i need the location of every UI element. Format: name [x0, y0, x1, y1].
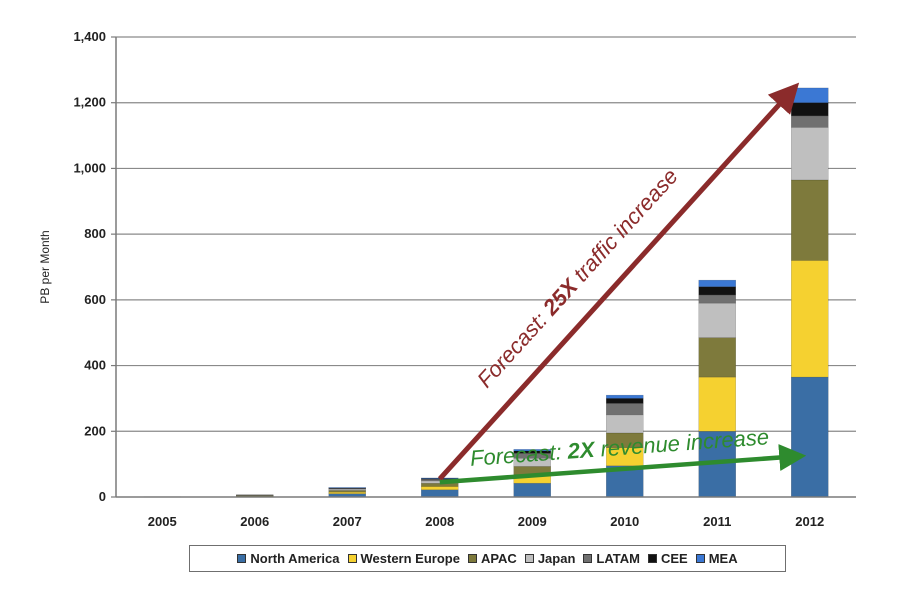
x-tick-label: 2010 [610, 514, 639, 529]
bars-group [143, 87, 829, 498]
legend-item-western-europe: Western Europe [347, 551, 460, 566]
legend-label: CEE [660, 551, 688, 566]
x-tick-label: 2005 [148, 514, 177, 529]
x-tick-labels: 2005 2006 2007 2008 2009 2010 2011 2012 [148, 514, 824, 529]
legend-swatch [524, 554, 534, 563]
bar-segment-latam-2006 [236, 494, 274, 496]
y-tick-label: 1,400 [73, 29, 106, 44]
y-tick-label: 0 [99, 489, 106, 504]
bar-segment-western-europe-2011 [698, 376, 736, 432]
legend-swatch [237, 554, 247, 563]
x-tick-label: 2012 [795, 514, 824, 529]
legend-item-mea: MEA [695, 551, 738, 566]
x-tick-label: 2006 [240, 514, 269, 529]
revenue-arrow [439, 444, 807, 485]
legend-item-cee: CEE [647, 551, 688, 566]
bar-segment-cee-2011 [698, 286, 736, 296]
y-tick-label: 600 [84, 292, 106, 307]
y-tick-label: 1,000 [73, 160, 106, 175]
x-tick-label: 2009 [518, 514, 547, 529]
legend-item-north-america: North America [237, 551, 340, 566]
bar-segment-apac-2012 [791, 179, 829, 261]
traffic-arrow [437, 82, 800, 481]
traffic-annotation: Forecast: 25X traffic increase [472, 164, 683, 393]
gridlines [111, 36, 856, 498]
bar-segment-western-europe-2012 [791, 260, 829, 378]
x-tick-label: 2011 [703, 514, 731, 529]
y-tick-label: 400 [84, 358, 106, 373]
legend-label: Japan [537, 551, 576, 566]
legend-label: Western Europe [360, 551, 460, 566]
legend-label: APAC [480, 551, 517, 566]
legend-swatch [647, 554, 657, 563]
legend-label: LATAM [596, 551, 640, 566]
bar-segment-latam-2011 [698, 294, 736, 304]
bar-segment-western-europe-2010 [606, 447, 644, 467]
bar-segment-mea-2012 [791, 87, 829, 103]
bar-segment-western-europe-2007 [328, 491, 366, 494]
bar-segment-apac-2008 [421, 482, 459, 487]
legend-label: MEA [708, 551, 738, 566]
y-tick-label: 1,200 [73, 95, 106, 110]
bar-segment-north-america-2008 [421, 489, 459, 498]
bar-segment-mea-2010 [606, 394, 644, 399]
bar-segment-apac-2011 [698, 337, 736, 378]
legend-swatch [467, 554, 477, 563]
bar-segment-mea-2011 [698, 279, 736, 287]
bar-segment-north-america-2009 [513, 482, 551, 498]
legend-item-japan: Japan [524, 551, 576, 566]
bar-segment-latam-2010 [606, 403, 644, 416]
bar-segment-cee-2012 [791, 102, 829, 117]
legend-item-latam: LATAM [583, 551, 640, 566]
bar-segment-japan-2012 [791, 127, 829, 181]
bar-segment-north-america-2012 [791, 376, 829, 498]
legend: North America Western Europe APAC Japan LATA… [189, 545, 786, 572]
bar-segment-mea-2007 [328, 487, 366, 489]
legend-swatch [347, 554, 357, 563]
bar-segment-japan-2010 [606, 414, 644, 434]
y-tick-labels: 0 200 400 600 800 1,000 1,200 1,400 [73, 29, 106, 504]
y-tick-label: 800 [84, 226, 106, 241]
bar-segment-japan-2011 [698, 302, 736, 338]
bar-segment-mea-2009 [513, 449, 551, 452]
y-axis-label: PB per Month [38, 230, 52, 303]
legend-swatch [695, 554, 705, 563]
legend-label: North America [250, 551, 340, 566]
legend-item-apac: APAC [467, 551, 517, 566]
legend-swatch [583, 554, 593, 563]
bar-segment-cee-2010 [606, 398, 644, 404]
bar-segment-western-europe-2008 [421, 486, 459, 491]
x-tick-label: 2008 [425, 514, 454, 529]
x-tick-label: 2007 [333, 514, 362, 529]
y-tick-label: 200 [84, 423, 106, 438]
bar-segment-latam-2012 [791, 115, 829, 128]
bar-segment-japan-2009 [513, 457, 551, 467]
